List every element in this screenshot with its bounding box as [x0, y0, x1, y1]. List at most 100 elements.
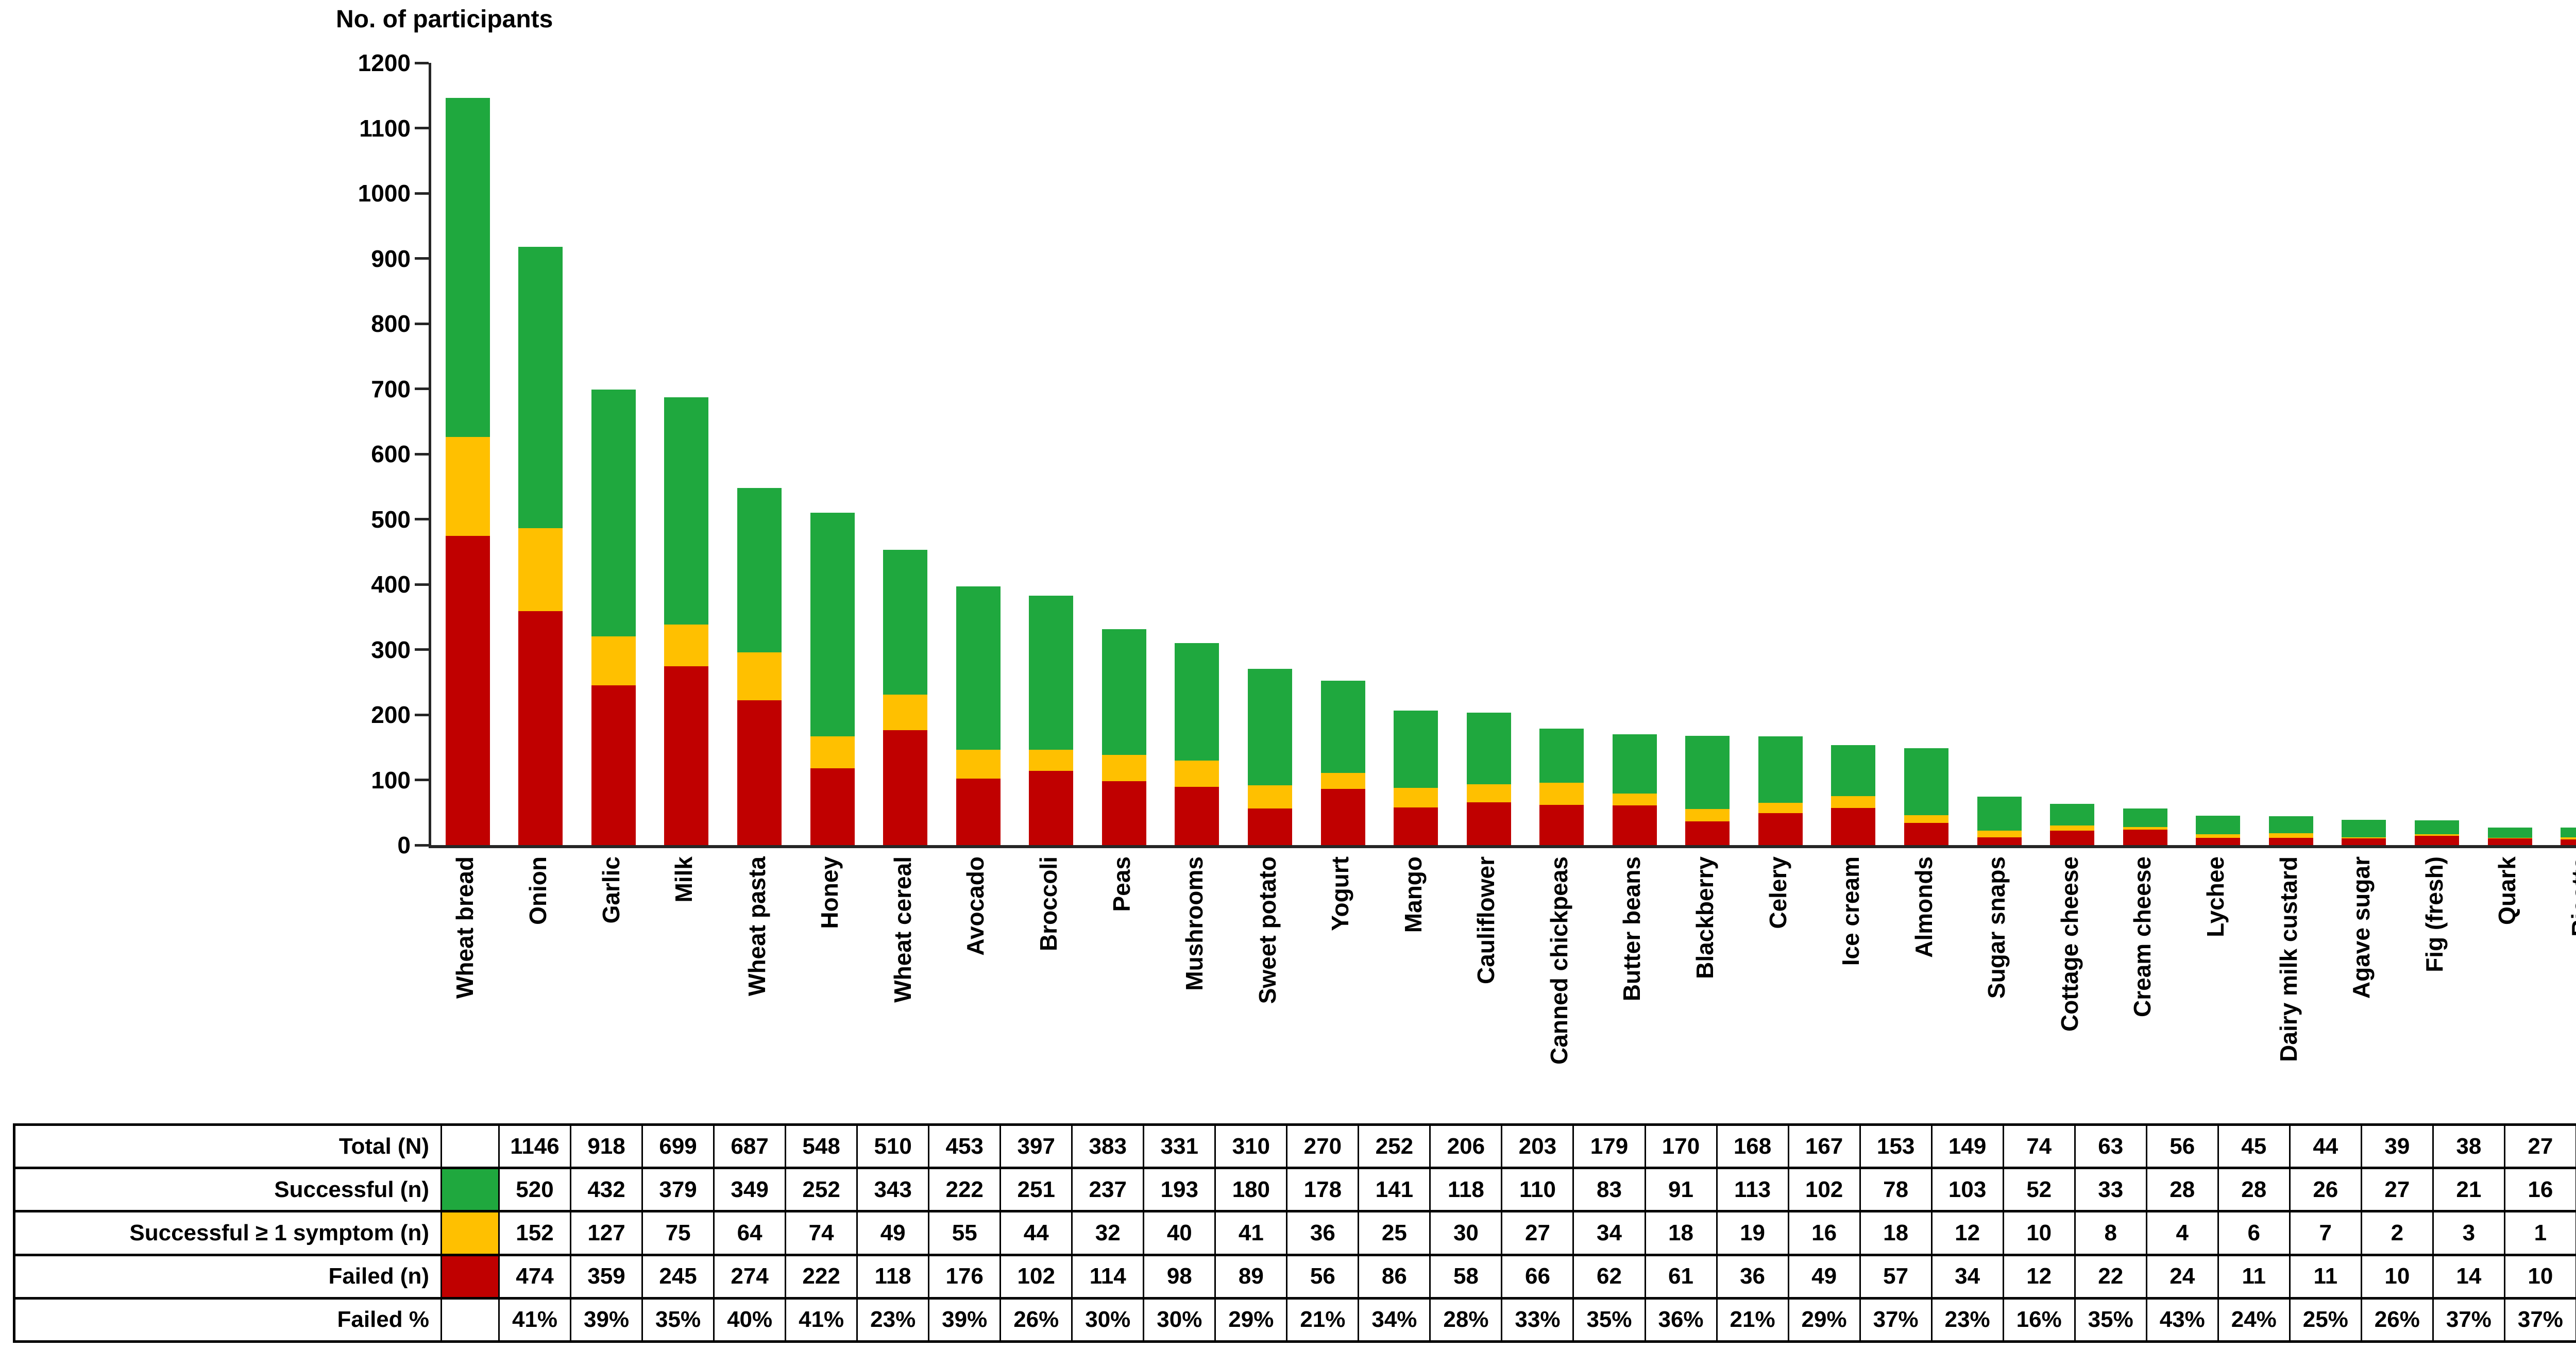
- table-value-cell: 28: [2145, 1167, 2217, 1210]
- bar-segment: [1685, 809, 1730, 822]
- table-value-cell: 14: [2432, 1253, 2504, 1297]
- table-value-cell: 89: [1214, 1253, 1286, 1297]
- y-axis-tick: [415, 583, 429, 586]
- table-value-cell: 35%: [2074, 1296, 2146, 1340]
- bar-segment: [1904, 823, 1949, 845]
- y-axis-tick: [415, 127, 429, 129]
- table-value-cell: 180: [1214, 1167, 1286, 1210]
- table-value-cell: 1146: [498, 1126, 570, 1167]
- stacked-bar: [591, 63, 636, 845]
- bar-segment: [1320, 789, 1365, 845]
- bar-segment: [1977, 837, 2022, 845]
- table-value-cell: 359: [570, 1253, 642, 1297]
- bar-segment: [1539, 782, 1584, 805]
- table-value-cell: 141: [1358, 1167, 1430, 1210]
- stacked-bar: [2050, 63, 2095, 845]
- bar-segment: [2196, 834, 2241, 838]
- x-category-label: Onion: [524, 856, 552, 925]
- table-value-cell: 10: [2002, 1210, 2074, 1254]
- x-category-label: Canned chickpeas: [1545, 856, 1572, 1065]
- bar-segment: [956, 586, 1001, 750]
- table-value-cell: 83: [1572, 1167, 1645, 1210]
- stacked-bar: [2268, 63, 2313, 845]
- x-category-label: Wheat cereal: [889, 856, 916, 1003]
- x-category-label: Dairy milk custard: [2275, 856, 2302, 1062]
- table-value-cell: 9: [2575, 1253, 2576, 1297]
- x-category-label: Celery: [1764, 856, 1791, 929]
- table-value-cell: 35%: [1572, 1296, 1645, 1340]
- table-value-cell: 167: [1787, 1126, 1859, 1167]
- bar-segment: [1904, 815, 1949, 823]
- y-axis-tick-label: 400: [371, 571, 411, 598]
- table-value-cell: 34%: [1358, 1296, 1430, 1340]
- x-axis-labels: Wheat bread Onion Garlic Milk Wheat pasta Hon…: [429, 856, 2576, 1104]
- bar-segment: [810, 768, 855, 845]
- bar-segment: [445, 536, 490, 845]
- x-category-slot: Yogurt: [1304, 856, 1377, 1104]
- table-value-cell: 49: [1787, 1253, 1859, 1297]
- table-row-label: Successful ≥ 1 symptom (n): [15, 1210, 440, 1253]
- table-row-label: Total (N): [338, 1133, 429, 1159]
- table-value-cell: 520: [498, 1167, 570, 1210]
- bar-segment: [2268, 833, 2313, 838]
- table-value-cell: 37%: [2503, 1296, 2575, 1340]
- table-value-cell: 44: [2289, 1126, 2361, 1167]
- bar-segment: [445, 437, 490, 536]
- y-axis-tick-label: 1200: [358, 49, 411, 76]
- stacked-bar: [1029, 63, 1074, 845]
- table-value-cell: 331: [1143, 1126, 1214, 1167]
- table-value-cell: 56: [2145, 1126, 2217, 1167]
- bar-segment: [1029, 770, 1074, 845]
- bar-segment: [518, 528, 563, 611]
- stacked-bar: [737, 63, 782, 845]
- bar-segment: [2342, 838, 2386, 845]
- table-value-cell: 270: [1286, 1126, 1358, 1167]
- table-value-cell: 245: [641, 1253, 714, 1297]
- table-value-cell: 24: [2145, 1253, 2217, 1297]
- table-value-cell: 251: [999, 1167, 1072, 1210]
- y-axis-tick-label: 500: [371, 506, 411, 533]
- table-value-cell: 66: [1501, 1253, 1573, 1297]
- table-value-cell: 252: [785, 1167, 857, 1210]
- table-value-cell: 343: [856, 1167, 928, 1210]
- table-value-cell: 310: [1214, 1126, 1286, 1167]
- stacked-bar: [1466, 63, 1511, 845]
- x-category-label: Cottage cheese: [2056, 856, 2083, 1032]
- x-category-label: Peas: [1108, 856, 1135, 912]
- stacked-bar: [1612, 63, 1657, 845]
- table-value-cell: 16%: [2002, 1296, 2074, 1340]
- table-value-cell: 206: [1429, 1126, 1501, 1167]
- bar-segment: [1101, 781, 1146, 845]
- table-value-cell: 91: [1644, 1167, 1716, 1210]
- x-category-slot: Wheat pasta: [720, 856, 793, 1104]
- table-value-cell: 21%: [1286, 1296, 1358, 1340]
- x-category-slot: Garlic: [574, 856, 648, 1104]
- y-axis-tick-label: 300: [371, 636, 411, 663]
- x-category-slot: Cream cheese: [2106, 856, 2179, 1104]
- table-row-label: Failed (n): [15, 1253, 440, 1297]
- table-value-cell: 86: [1358, 1253, 1430, 1297]
- table-value-cell: 39%: [928, 1296, 1000, 1340]
- plot-area: 0 100 200 300 400 500 600 700 800 900 1000 1100 1200: [358, 51, 2576, 857]
- stacked-bar: [2561, 63, 2576, 845]
- table-value-cell: 26%: [2360, 1296, 2432, 1340]
- x-category-label: Fig (fresh): [2420, 856, 2448, 972]
- bar-segment: [2050, 804, 2095, 826]
- table-value-cell: 453: [928, 1126, 999, 1167]
- x-category-slot: Mango: [1377, 856, 1450, 1104]
- table-value-cell: 918: [570, 1126, 641, 1167]
- table-value-cell: 103: [1930, 1167, 2003, 1210]
- table-value-cell: 16: [2503, 1167, 2575, 1210]
- table-value-cell: 39: [2360, 1126, 2432, 1167]
- y-axis-tick-label: 1000: [358, 180, 411, 207]
- x-category-label: Sugar snaps: [1983, 856, 2010, 999]
- table-value-cell: 27: [2575, 1126, 2576, 1167]
- table-value-cell: 40%: [713, 1296, 785, 1340]
- bar-segment: [1685, 735, 1730, 810]
- x-category-slot: Wheat bread: [429, 856, 502, 1104]
- bar-segment: [1831, 807, 1876, 845]
- x-category-slot: Peas: [1085, 856, 1158, 1104]
- y-axis-tick-label: 800: [371, 310, 411, 337]
- table-value-cell: 113: [1716, 1167, 1788, 1210]
